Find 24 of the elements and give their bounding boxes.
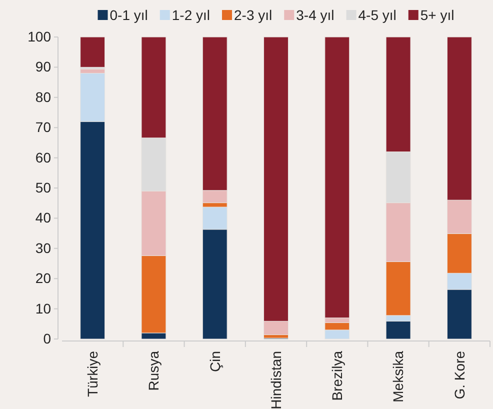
y-tick-label: 90 — [35, 58, 52, 75]
x-tick-label: Brezilya — [329, 350, 346, 401]
x-tick-label: Çin — [206, 351, 223, 372]
legend-label: 0-1 yıl — [110, 7, 148, 23]
x-tick-label: Meksika — [390, 350, 406, 402]
y-tick-label: 50 — [35, 179, 52, 196]
legend-label: 1-2 yıl — [172, 7, 210, 23]
y-tick-label: 100 — [28, 28, 52, 44]
y-tick-label: 20 — [35, 270, 52, 286]
legend-label: 2-3 yıl — [234, 7, 272, 23]
y-tick-label: 40 — [35, 210, 52, 226]
x-tick-label: Türkiye — [84, 350, 100, 397]
legend-label: 4-5 yıl — [358, 7, 396, 23]
legend-label: 5+ yıl — [420, 7, 454, 23]
y-tick-label: 60 — [35, 149, 52, 166]
legend-label: 3-4 yıl — [296, 7, 334, 23]
y-tick-label: 30 — [35, 240, 52, 256]
y-tick-label: 0 — [43, 330, 52, 346]
x-tick-label: Rusya — [146, 350, 162, 391]
y-tick-label: 80 — [35, 88, 52, 105]
x-tick-label: Hindistan — [268, 351, 284, 409]
y-tick-label: 10 — [35, 300, 52, 316]
x-tick-label: G. Kore — [451, 350, 468, 400]
y-tick-label: 70 — [35, 119, 52, 136]
